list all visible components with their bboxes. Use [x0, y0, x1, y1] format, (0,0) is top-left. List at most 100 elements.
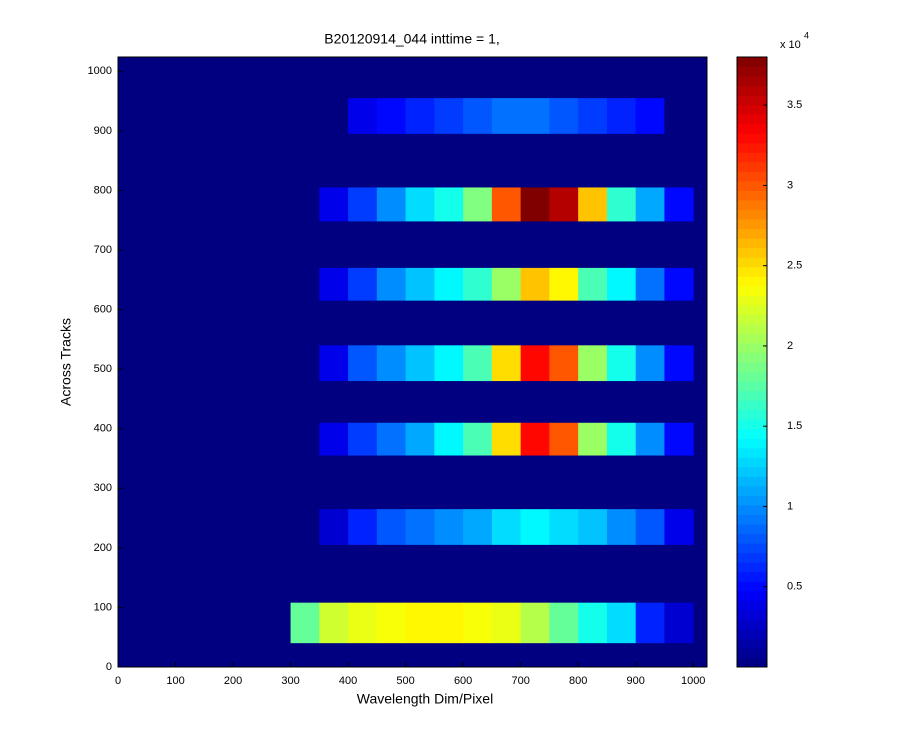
- heat-cell: [606, 267, 637, 301]
- colorbar-exponent: 4: [804, 30, 809, 40]
- heat-cell: [664, 267, 694, 301]
- heat-cell: [491, 267, 522, 301]
- heat-cell: [348, 187, 378, 222]
- heat-cell: [290, 187, 320, 222]
- colorbar-multiplier: x 10: [780, 39, 801, 51]
- colorbar-swatch: [737, 600, 767, 611]
- heat-cell: [405, 98, 435, 134]
- colorbar-swatch: [737, 85, 767, 96]
- colorbar-swatch: [737, 342, 767, 353]
- y-tick-label: 600: [94, 303, 112, 315]
- y-tick-label: 200: [94, 542, 112, 554]
- colorbar-swatch: [737, 628, 767, 639]
- colorbar-swatch: [737, 352, 767, 363]
- y-tick-label: 500: [94, 363, 112, 375]
- heat-cell: [635, 187, 665, 222]
- heat-cell: [290, 422, 320, 456]
- heat-cell: [520, 345, 550, 382]
- heat-cell: [549, 422, 579, 456]
- heat-cell: [549, 602, 579, 644]
- heat-cell: [549, 187, 579, 222]
- heat-cell: [578, 602, 608, 644]
- heat-cell: [635, 267, 665, 301]
- heat-cell: [664, 345, 694, 382]
- colorbar-swatch: [737, 285, 767, 296]
- colorbar-swatch: [737, 609, 767, 620]
- heat-cell: [434, 602, 464, 644]
- heat-cell: [290, 267, 320, 301]
- colorbar-swatch: [737, 590, 767, 601]
- heat-cell: [348, 422, 378, 456]
- colorbar-swatch: [737, 104, 767, 115]
- colorbar-swatch: [737, 485, 767, 496]
- x-tick-label: 900: [626, 675, 644, 687]
- colorbar-swatch: [737, 190, 767, 201]
- heat-cell: [376, 422, 407, 456]
- heat-cell: [635, 98, 665, 134]
- heat-cell: [434, 98, 464, 134]
- heat-cell: [405, 187, 435, 222]
- x-tick-label: 100: [166, 675, 184, 687]
- colorbar-swatch: [737, 323, 767, 334]
- heat-cell: [434, 345, 464, 382]
- colorbar-swatch: [737, 295, 767, 306]
- heat-cell: [348, 98, 378, 134]
- y-tick-label: 800: [94, 184, 112, 196]
- heat-cell: [606, 422, 637, 456]
- heat-cell: [635, 509, 665, 545]
- colorbar-swatch: [737, 647, 767, 658]
- heat-cell: [549, 98, 579, 134]
- colorbar-frame: [736, 56, 768, 668]
- heat-cell: [520, 509, 550, 545]
- colorbar-swatch: [737, 180, 767, 191]
- heat-cell: [434, 422, 464, 456]
- heat-cell: [664, 187, 694, 222]
- x-tick-label: 700: [511, 675, 529, 687]
- heat-cell: [348, 602, 378, 644]
- y-tick-label: 700: [94, 244, 112, 256]
- colorbar-swatch: [737, 533, 767, 544]
- heat-cell: [520, 98, 550, 134]
- heat-cell: [319, 509, 349, 545]
- heat-cell: [549, 345, 579, 382]
- heat-cell: [463, 187, 493, 222]
- heat-cell: [520, 187, 550, 222]
- y-axis-label: Across Tracks: [58, 318, 74, 406]
- heat-cell: [348, 509, 378, 545]
- colorbar-swatch: [737, 524, 767, 535]
- colorbar-swatch: [737, 209, 767, 220]
- heat-cell: [606, 509, 637, 545]
- colorbar-swatch: [737, 409, 767, 420]
- x-tick-label: 200: [224, 675, 242, 687]
- colorbar-tick-label: 1.5: [787, 420, 802, 432]
- heat-cell: [491, 602, 522, 644]
- y-tick-label: 0: [106, 661, 112, 673]
- y-tick-label: 400: [94, 423, 112, 435]
- heat-cell: [405, 422, 435, 456]
- heat-cell: [491, 509, 522, 545]
- x-tick-label: 300: [281, 675, 299, 687]
- heat-cell: [606, 187, 637, 222]
- heat-cell: [319, 602, 349, 644]
- heat-cell: [348, 267, 378, 301]
- colorbar-tick-label: 3: [787, 179, 793, 191]
- chart-title: B20120914_044 inttime = 1,: [324, 31, 500, 47]
- heat-cell: [664, 98, 694, 134]
- colorbar-swatch: [737, 447, 767, 458]
- heat-cell: [290, 602, 320, 644]
- heat-cell: [405, 267, 435, 301]
- colorbar-tick-label: 2.5: [787, 260, 802, 272]
- heat-cell: [405, 509, 435, 545]
- heat-cell: [376, 509, 407, 545]
- heat-cell: [376, 345, 407, 382]
- heat-cell: [491, 98, 522, 134]
- heat-cell: [491, 187, 522, 222]
- heat-cell: [434, 187, 464, 222]
- x-tick-label: 600: [454, 675, 472, 687]
- colorbar-swatch: [737, 552, 767, 563]
- heat-cell: [290, 345, 320, 382]
- x-tick-label: 0: [115, 675, 121, 687]
- x-tick-label: 500: [396, 675, 414, 687]
- heat-cell: [319, 98, 349, 134]
